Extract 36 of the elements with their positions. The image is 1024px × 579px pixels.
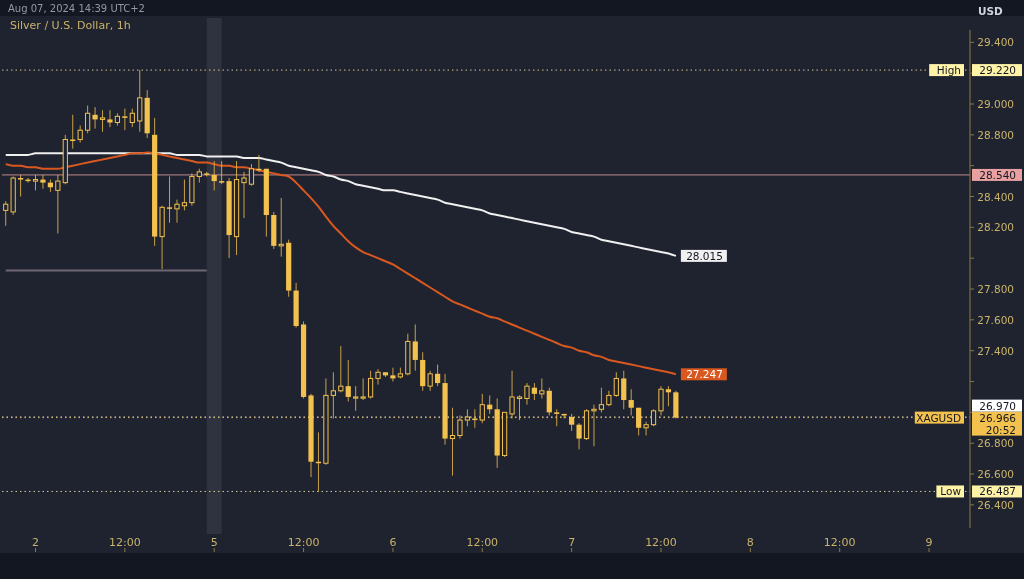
x-tick-label: 12:00 <box>466 536 499 549</box>
ref-line-label: 26.970 <box>979 399 1016 412</box>
y-tick-label: 26.600 <box>977 468 1014 481</box>
y-tick-label: 28.200 <box>977 221 1014 234</box>
data-label: 28.015 <box>686 249 723 262</box>
ref-line-label: 29.220 <box>979 64 1016 77</box>
x-tick-label: 5 <box>210 536 218 549</box>
x-tick-label: 12:00 <box>823 536 856 549</box>
y-tick-label: 26.800 <box>977 437 1014 450</box>
x-tick-label: 8 <box>746 536 754 549</box>
y-tick-label: 28.400 <box>977 190 1014 203</box>
chart-subtitle: Aug 07, 2024 14:39 UTC+2 <box>8 3 145 14</box>
annotation: XAGUSD <box>916 411 961 424</box>
x-tick-label: 12:00 <box>109 536 141 549</box>
y-tick-label: 27.400 <box>977 344 1014 357</box>
annotation: Low <box>940 485 962 498</box>
y-tick-label: 27.600 <box>977 313 1014 326</box>
annotation: High <box>936 64 961 77</box>
x-tick-label: 2 <box>32 536 40 549</box>
y-tick-label: 29.400 <box>977 36 1014 49</box>
y-axis-title: USD <box>978 5 1004 17</box>
y-tick-label: 27.800 <box>977 283 1014 296</box>
text: 20:52 <box>985 423 1016 436</box>
x-tick-label: 7 <box>568 536 576 549</box>
data-label: 27.247 <box>686 368 723 381</box>
y-tick-label: 29.000 <box>977 98 1014 111</box>
chart-title: Silver / U.S. Dollar, 1h <box>10 19 131 32</box>
x-tick-label: 12:00 <box>287 536 320 549</box>
y-tick-label: 26.400 <box>977 498 1014 511</box>
x-tick-label: 6 <box>389 536 397 549</box>
x-tick-label: 9 <box>925 536 933 549</box>
ref-line-label: 26.966 <box>979 411 1017 424</box>
y-tick-label: 28.800 <box>977 128 1014 141</box>
ref-line-label: 28.540 <box>979 168 1016 181</box>
ref-line-label: 26.487 <box>979 485 1016 498</box>
x-tick-label: 12:00 <box>645 536 677 549</box>
